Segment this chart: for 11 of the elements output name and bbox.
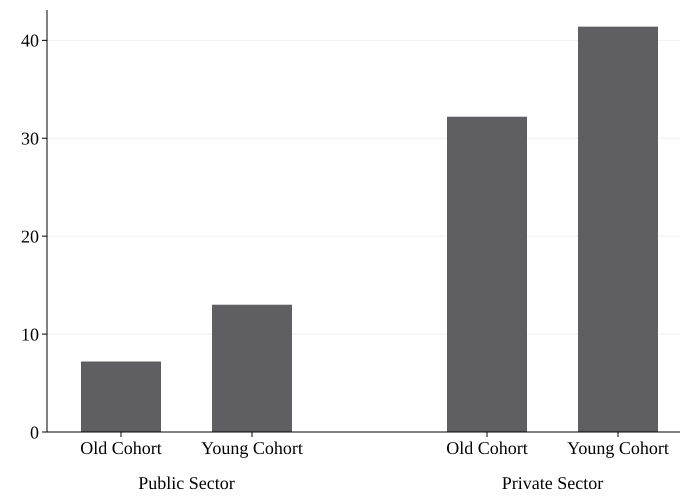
text: Public Sector [138, 473, 235, 493]
x-tick-label: Old Cohort [446, 438, 528, 458]
text: Private Sector [502, 473, 604, 493]
y-tick-label: 20 [21, 226, 39, 246]
y-tick-label: 0 [30, 422, 39, 442]
x-tick-label: Young Cohort [201, 438, 303, 458]
y-tick-label: 40 [21, 30, 39, 51]
x-tick-label: Old Cohort [80, 438, 162, 458]
x-tick-label: Young Cohort [567, 438, 669, 458]
y-tick-label: 10 [21, 324, 39, 344]
y-tick-label: 30 [21, 128, 39, 149]
